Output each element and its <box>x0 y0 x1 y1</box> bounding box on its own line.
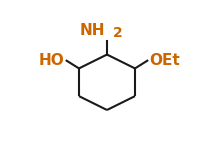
Text: 2: 2 <box>113 26 123 40</box>
Text: NH: NH <box>80 23 105 38</box>
Text: HO: HO <box>39 53 64 68</box>
Text: OEt: OEt <box>150 53 180 68</box>
